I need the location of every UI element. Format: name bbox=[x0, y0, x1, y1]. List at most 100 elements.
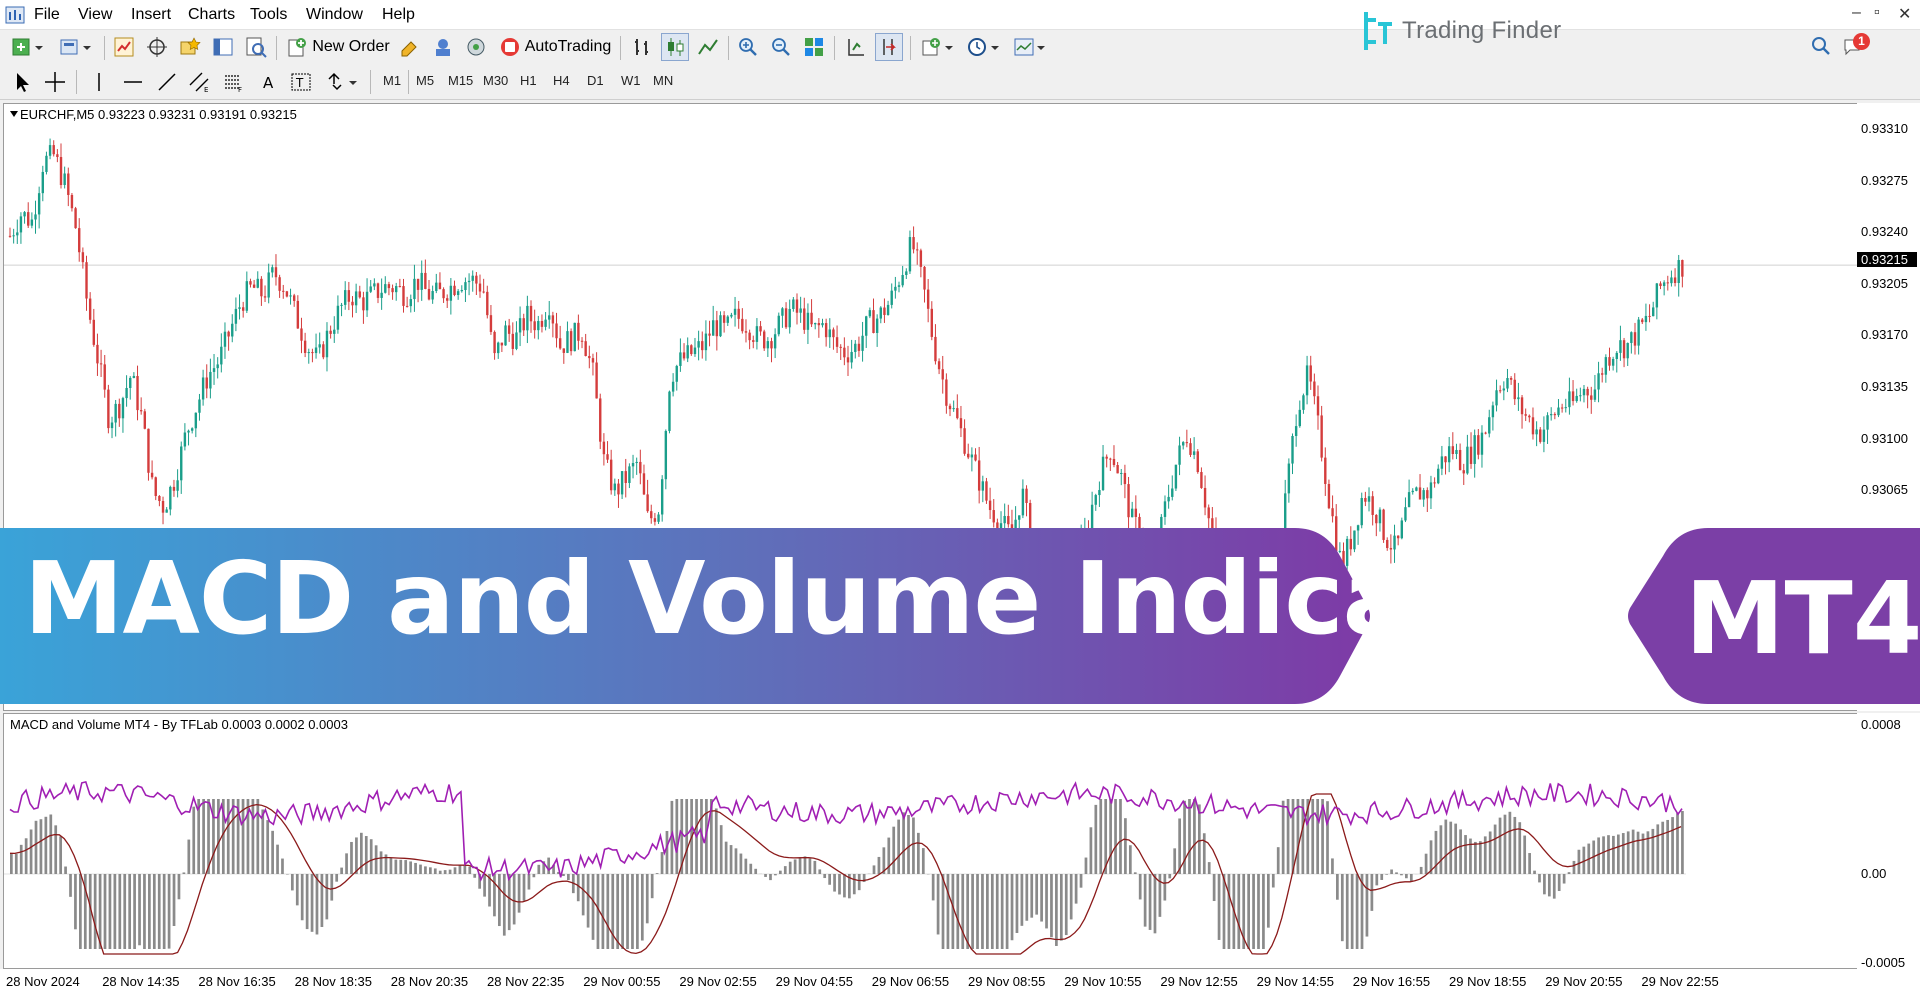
auto-scroll-button[interactable] bbox=[875, 33, 903, 61]
navigator-button[interactable] bbox=[176, 33, 204, 61]
bar-chart-button[interactable] bbox=[628, 33, 656, 61]
menu-help[interactable]: Help bbox=[382, 6, 415, 23]
candle bbox=[1648, 304, 1651, 323]
histogram-bar bbox=[537, 864, 541, 874]
notifications-button[interactable]: 1 bbox=[1842, 33, 1870, 59]
arrows-button[interactable] bbox=[322, 68, 362, 96]
signals-button[interactable] bbox=[462, 33, 490, 61]
timeframe-m5[interactable]: M5 bbox=[416, 73, 435, 88]
menu-window[interactable]: Window bbox=[306, 6, 363, 23]
candle bbox=[580, 337, 584, 349]
timeframe-w1[interactable]: W1 bbox=[621, 73, 641, 88]
profiles-button[interactable] bbox=[56, 33, 96, 61]
zoom-in-button[interactable] bbox=[734, 33, 762, 61]
candle bbox=[446, 294, 449, 309]
histogram-bar bbox=[1671, 817, 1674, 874]
histogram-bar bbox=[995, 874, 999, 949]
candle bbox=[220, 333, 223, 373]
vertical-line-button[interactable] bbox=[86, 68, 112, 96]
candle bbox=[99, 349, 103, 377]
indicators-button[interactable] bbox=[918, 33, 958, 61]
equidistant-channel-button[interactable]: E bbox=[186, 68, 212, 96]
candle bbox=[118, 398, 121, 427]
line-chart-button[interactable] bbox=[694, 33, 722, 61]
candle bbox=[1178, 436, 1181, 476]
candle bbox=[1134, 495, 1138, 529]
cursor-button[interactable] bbox=[10, 68, 36, 96]
fibonacci-button[interactable]: F bbox=[220, 68, 246, 96]
restore-icon[interactable]: ▫ bbox=[1874, 4, 1880, 21]
candle-chart-button[interactable] bbox=[661, 33, 689, 61]
candle bbox=[558, 325, 562, 350]
candle bbox=[1615, 351, 1618, 373]
auto-scroll-icon bbox=[883, 39, 896, 55]
autotrading-button[interactable]: AutoTrading bbox=[495, 33, 615, 61]
close-icon[interactable]: ✕ bbox=[1898, 6, 1912, 23]
menu-insert[interactable]: Insert bbox=[131, 6, 172, 23]
candle bbox=[267, 263, 270, 304]
minimize-icon[interactable]: – bbox=[1852, 4, 1861, 21]
timeframe-m30[interactable]: M30 bbox=[483, 73, 509, 88]
candle bbox=[839, 344, 842, 360]
strategy-tester-button[interactable] bbox=[242, 33, 270, 61]
candle bbox=[784, 302, 788, 329]
histogram-bar bbox=[778, 870, 782, 874]
menu-view[interactable]: View bbox=[78, 6, 113, 23]
timeframe-m15[interactable]: M15 bbox=[448, 73, 474, 88]
banner-platform-badge: MT4 bbox=[1685, 560, 1920, 677]
new-order-button[interactable]: New Order bbox=[284, 33, 392, 61]
text-button[interactable]: A bbox=[256, 68, 282, 96]
menu-tools[interactable]: Tools bbox=[250, 6, 288, 23]
timeframe-d1[interactable]: D1 bbox=[587, 73, 604, 88]
periods-button[interactable] bbox=[964, 33, 1004, 61]
histogram-bar bbox=[34, 820, 38, 874]
histogram-bar bbox=[419, 864, 422, 874]
macd-volume-pane[interactable]: MACD and Volume MT4 - By TFLab 0.0003 0.… bbox=[3, 713, 1859, 969]
experts-button[interactable] bbox=[429, 33, 457, 61]
text-label-button[interactable]: T bbox=[288, 68, 314, 96]
menu-file[interactable]: File bbox=[34, 6, 60, 23]
candlestick-icon bbox=[668, 38, 684, 56]
histogram-bar bbox=[917, 832, 920, 874]
chart-shift-button[interactable] bbox=[842, 33, 870, 61]
histogram-bar bbox=[1173, 848, 1177, 874]
histogram-bar bbox=[369, 839, 373, 874]
candle bbox=[416, 278, 420, 303]
tile-windows-button[interactable] bbox=[800, 33, 828, 61]
histogram-bar bbox=[714, 808, 718, 874]
menu-charts[interactable]: Charts bbox=[188, 6, 236, 23]
histogram-bar bbox=[764, 874, 767, 877]
candle bbox=[1025, 485, 1028, 517]
search-icon[interactable] bbox=[1810, 35, 1832, 57]
crosshair-button[interactable] bbox=[42, 68, 68, 96]
zoom-out-button[interactable] bbox=[767, 33, 795, 61]
market-watch-button[interactable] bbox=[110, 33, 138, 61]
candle bbox=[1123, 464, 1127, 499]
chart-collapse-icon[interactable] bbox=[10, 111, 18, 117]
candle bbox=[125, 375, 128, 407]
new-chart-button[interactable] bbox=[8, 33, 48, 61]
histogram-bar bbox=[1119, 799, 1122, 874]
histogram-bar bbox=[340, 867, 343, 874]
timeframe-h1[interactable]: H1 bbox=[520, 73, 537, 88]
templates-button[interactable] bbox=[1010, 33, 1050, 61]
candle bbox=[37, 186, 41, 229]
histogram-bar bbox=[231, 799, 235, 874]
candle bbox=[679, 338, 682, 372]
histogram-bar bbox=[59, 836, 63, 874]
candle bbox=[121, 396, 125, 433]
timeframe-mn[interactable]: MN bbox=[653, 73, 674, 88]
standard-toolbar: New Order AutoTrading bbox=[0, 30, 1920, 64]
timeframe-m1[interactable]: M1 bbox=[383, 73, 402, 88]
terminal-button[interactable] bbox=[209, 33, 237, 61]
trendline-button[interactable] bbox=[154, 68, 180, 96]
metaeditor-button[interactable] bbox=[396, 33, 424, 61]
candle bbox=[1513, 373, 1516, 405]
histogram-bar bbox=[912, 817, 915, 874]
horizontal-line-button[interactable] bbox=[120, 68, 146, 96]
data-window-button[interactable] bbox=[143, 33, 171, 61]
candle bbox=[464, 277, 467, 302]
price-axis-label: 0.93135 bbox=[1861, 379, 1908, 394]
timeframe-h4[interactable]: H4 bbox=[553, 73, 570, 88]
histogram-bar bbox=[936, 874, 940, 935]
